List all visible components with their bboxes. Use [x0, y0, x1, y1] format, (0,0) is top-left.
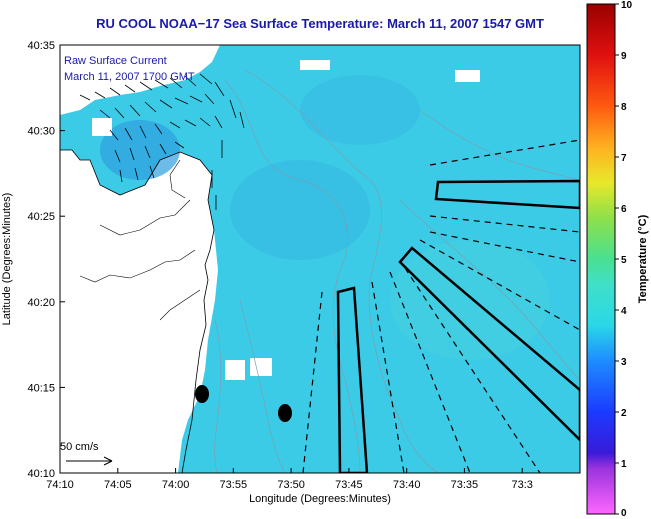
inland-waterway: [79, 159, 201, 321]
colorbar-tick-label: 10: [621, 0, 633, 11]
x-tick-label: 73:50: [277, 479, 305, 491]
y-tick-label: 40:20: [27, 297, 55, 309]
scale-vector-arrow: [66, 456, 113, 466]
current-vectors: [79, 73, 245, 210]
cool-patch: [300, 75, 420, 145]
colorbar-tick-label: 4: [621, 306, 627, 317]
colorbar-tick-label: 1: [621, 459, 627, 470]
map-title: RU COOL NOAA−17 Sea Surface Temperature:…: [96, 16, 544, 31]
station-marker: [195, 385, 209, 403]
station-marker: [278, 404, 292, 422]
colorbar-tick-label: 8: [621, 102, 627, 113]
x-axis-ticks: [59, 468, 523, 473]
scale-vector-label: 50 cm/s: [60, 441, 99, 453]
transect-lines: [302, 139, 580, 473]
x-tick-label: 74:10: [46, 479, 74, 491]
colorbar-tick-label: 7: [621, 153, 627, 164]
colorbar-tick-label: 6: [621, 204, 627, 215]
coastline: [60, 149, 215, 473]
colorbar: [586, 3, 616, 515]
y-tick-label: 40:15: [27, 382, 55, 394]
colorbar-tick-label: 5: [621, 255, 627, 266]
colorbar-tick-label: 0: [621, 508, 627, 519]
x-tick-label: 73:40: [393, 479, 421, 491]
y-axis-label: Latitude (Degrees:Minutes): [1, 193, 13, 326]
y-tick-label: 40:30: [27, 126, 55, 138]
transect-boxes: [336, 179, 580, 473]
overlay-current-date: March 11, 2007 1700 GMT: [64, 71, 195, 83]
x-tick-label: 74:05: [104, 479, 132, 491]
overlay-current-title: Raw Surface Current: [64, 55, 167, 67]
y-axis-ticks: [60, 44, 65, 474]
x-axis-label: Longitude (Degrees:Minutes): [249, 493, 391, 505]
colorbar-label: Temperature (°C): [637, 214, 649, 303]
x-tick-label: 73:35: [451, 479, 479, 491]
no-data-patch: [300, 60, 330, 70]
colorbar-tick-label: 9: [621, 51, 627, 62]
colorbar-tick-label: 2: [621, 408, 627, 419]
no-data-patch: [250, 358, 272, 376]
bathymetry-contours: [214, 69, 580, 473]
no-data-patch: [225, 360, 245, 380]
map-frame: [59, 44, 581, 474]
ocean-sst-field: [60, 45, 580, 473]
cool-patch: [100, 120, 180, 180]
y-tick-label: 40:25: [27, 211, 55, 223]
colorbar-tick-label: 3: [621, 357, 627, 368]
colorbar-ticks: [615, 3, 619, 515]
y-tick-label: 40:10: [27, 468, 55, 480]
x-tick-label: 73:55: [220, 479, 248, 491]
y-tick-label: 40:35: [27, 40, 55, 52]
cool-patch: [230, 160, 370, 260]
x-tick-label: 74:00: [162, 479, 190, 491]
x-tick-label: 73:45: [335, 479, 363, 491]
no-data-patch: [455, 70, 480, 82]
no-data-patch: [92, 118, 112, 136]
x-tick-label: 73:3: [511, 479, 532, 491]
